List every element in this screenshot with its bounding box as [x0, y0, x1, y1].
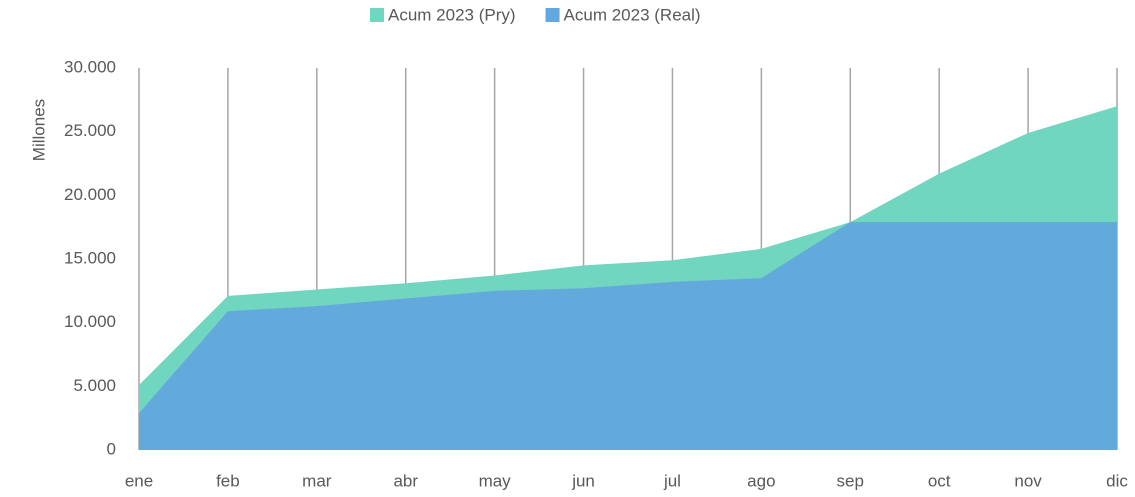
- x-tick-label: mar: [302, 471, 332, 490]
- x-tick-label: jul: [663, 471, 681, 490]
- legend-label: Acum 2023 (Pry): [388, 5, 516, 24]
- x-tick-label: dic: [1106, 471, 1128, 490]
- x-tick-label: ene: [125, 471, 153, 490]
- x-tick-label: may: [479, 471, 512, 490]
- x-tick-label: ago: [747, 471, 775, 490]
- y-tick-label: 20.000: [64, 185, 116, 204]
- y-tick-label: 0: [107, 439, 116, 458]
- y-tick-label: 15.000: [64, 248, 116, 267]
- x-tick-label: abr: [393, 471, 418, 490]
- y-tick-label: 10.000: [64, 312, 116, 331]
- x-tick-label: oct: [928, 471, 951, 490]
- x-tick-label: nov: [1014, 471, 1042, 490]
- legend-swatch: [545, 8, 560, 22]
- area: [139, 222, 1117, 450]
- x-tick-label: sep: [837, 471, 864, 490]
- y-tick-label: 25.000: [64, 121, 116, 140]
- x-tick-label: jun: [571, 471, 595, 490]
- y-axis-label: Millones: [29, 99, 48, 161]
- y-tick-label: 30.000: [64, 57, 116, 76]
- x-tick-label: feb: [216, 471, 240, 490]
- legend-swatch: [370, 8, 384, 22]
- legend-label: Acum 2023 (Real): [564, 5, 701, 24]
- y-tick-label: 5.000: [73, 376, 116, 395]
